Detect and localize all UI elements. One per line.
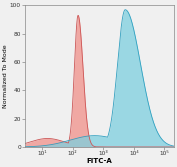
X-axis label: FITC-A: FITC-A: [87, 157, 112, 163]
Y-axis label: Normalized To Mode: Normalized To Mode: [4, 44, 8, 108]
